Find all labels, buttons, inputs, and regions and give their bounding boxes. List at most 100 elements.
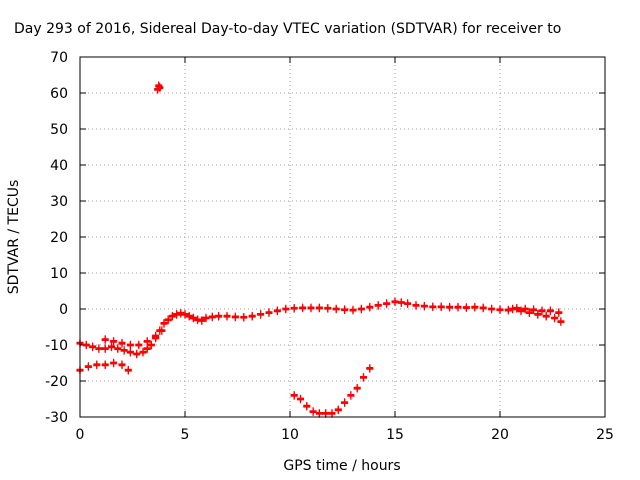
y-tick-label: 30 <box>50 194 68 210</box>
data-point <box>126 342 134 350</box>
data-point <box>158 327 166 335</box>
data-point <box>223 313 231 321</box>
data-point <box>110 360 118 368</box>
data-point <box>110 338 118 346</box>
series-tail-branch <box>509 304 565 326</box>
data-point <box>332 306 340 314</box>
data-point <box>309 408 317 416</box>
data-point <box>160 320 168 328</box>
data-point <box>208 314 216 322</box>
data-point <box>93 362 101 370</box>
data-point <box>124 367 132 375</box>
data-point <box>198 317 206 325</box>
data-point <box>360 374 367 382</box>
data-point <box>152 335 160 343</box>
series-dip-arc <box>290 364 374 418</box>
data-point <box>135 342 143 350</box>
data-point <box>366 365 374 373</box>
data-point <box>133 351 141 359</box>
data-point <box>173 311 181 319</box>
data-point <box>101 362 109 370</box>
x-tick-label: 5 <box>181 427 190 443</box>
data-point <box>341 399 349 407</box>
x-tick-label: 20 <box>491 427 509 443</box>
y-tick-label: 70 <box>50 50 68 66</box>
data-point <box>84 363 92 371</box>
data-point <box>488 306 496 314</box>
tick-labels: 0 5 10 15 20 25 -30 -20 -10 0 10 20 30 40 50 60 70 <box>45 50 614 443</box>
data-point <box>248 313 256 321</box>
y-tick-label: -10 <box>45 338 68 354</box>
data-point <box>349 307 357 315</box>
data-point <box>215 313 223 321</box>
data-point <box>273 308 281 316</box>
data-point <box>114 345 122 353</box>
data-point <box>471 304 479 312</box>
data-point <box>168 313 176 321</box>
x-tick-label: 10 <box>281 427 299 443</box>
y-tick-label: 50 <box>50 122 68 138</box>
data-point <box>101 336 109 344</box>
data-point <box>557 318 565 326</box>
data-point <box>126 349 134 357</box>
x-axis-label: GPS time / hours <box>283 458 400 474</box>
data-point <box>542 313 550 321</box>
y-tick-label: 40 <box>50 158 68 174</box>
y-tick-label: -30 <box>45 410 68 426</box>
series-main-track <box>76 297 563 359</box>
data-point <box>290 305 298 313</box>
data-point <box>353 385 361 393</box>
data-point <box>429 304 437 312</box>
data-point <box>546 308 554 316</box>
data-point <box>534 311 542 319</box>
data-point <box>282 306 290 314</box>
data-point <box>347 392 355 400</box>
y-tick-label: 20 <box>50 230 68 246</box>
data-point <box>118 340 126 348</box>
plot-frame <box>79 56 606 418</box>
data-point <box>164 317 172 325</box>
data-point <box>404 300 412 308</box>
data-point <box>95 345 103 353</box>
data-point <box>257 311 265 319</box>
data-point <box>538 308 546 316</box>
data-point <box>397 299 405 307</box>
y-tick-label: 10 <box>50 266 68 282</box>
data-point <box>303 403 311 411</box>
data-point <box>530 307 538 315</box>
data-point <box>437 304 445 312</box>
data-point <box>555 309 563 317</box>
data-point <box>299 305 307 313</box>
data-point <box>101 345 109 353</box>
data-point <box>412 302 420 310</box>
data-point <box>551 315 559 323</box>
data-point <box>231 314 239 322</box>
x-tick-label: 15 <box>386 427 404 443</box>
data-point <box>496 307 504 315</box>
y-tick-label: 0 <box>59 302 68 318</box>
y-axis-label: SDTVAR / TECUs <box>6 180 22 295</box>
data-point <box>383 300 391 308</box>
data-point <box>82 342 90 350</box>
x-tick-label: 0 <box>76 427 85 443</box>
data-point <box>315 305 323 313</box>
data-point <box>290 392 298 400</box>
chart-title: Day 293 of 2016, Sidereal Day-to-day VTE… <box>14 21 561 37</box>
data-point <box>454 304 462 312</box>
data-points <box>76 81 565 418</box>
axis-ticks <box>79 56 606 418</box>
y-tick-label: 60 <box>50 86 68 102</box>
data-point <box>297 396 304 404</box>
data-point <box>120 347 128 355</box>
data-point <box>265 309 273 317</box>
data-point <box>479 305 487 313</box>
data-point <box>202 315 210 323</box>
data-point <box>462 304 470 312</box>
data-point <box>324 305 332 313</box>
data-point <box>357 306 365 314</box>
grid-lines <box>80 57 605 417</box>
data-point <box>509 306 517 314</box>
data-point <box>525 309 533 317</box>
data-point <box>307 305 315 313</box>
